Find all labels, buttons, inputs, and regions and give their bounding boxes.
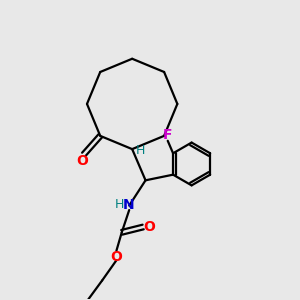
Text: O: O <box>110 250 122 264</box>
Text: O: O <box>143 220 155 234</box>
Text: H: H <box>115 199 124 212</box>
Text: O: O <box>77 154 88 168</box>
Text: H: H <box>136 144 145 157</box>
Text: N: N <box>123 198 134 212</box>
Text: F: F <box>163 128 172 142</box>
